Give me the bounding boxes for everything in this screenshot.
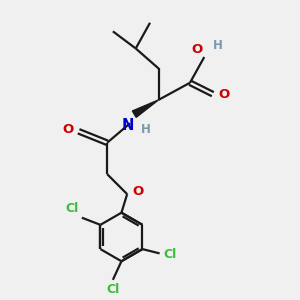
Text: O: O: [62, 123, 74, 136]
Text: O: O: [218, 88, 229, 101]
Text: H: H: [213, 39, 223, 52]
Text: O: O: [132, 185, 143, 198]
Text: Cl: Cl: [106, 283, 119, 296]
Text: N: N: [122, 118, 134, 134]
Polygon shape: [132, 100, 159, 117]
Text: Cl: Cl: [163, 248, 176, 261]
Text: O: O: [192, 43, 203, 56]
Text: H: H: [141, 123, 151, 136]
Text: Cl: Cl: [65, 202, 78, 215]
